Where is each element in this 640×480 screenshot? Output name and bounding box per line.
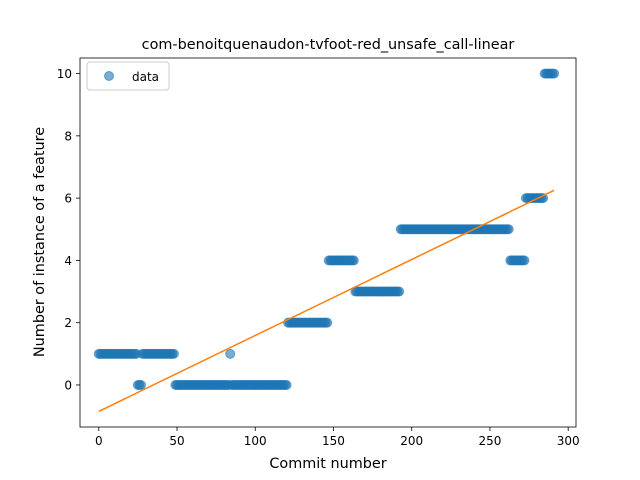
legend-label: data	[132, 70, 159, 84]
y-tick-label: 0	[64, 378, 72, 392]
y-axis-label: Number of instance of a feature	[32, 127, 48, 357]
y-tick-label: 6	[64, 192, 72, 206]
y-tick-label: 8	[64, 129, 72, 143]
chart-title: com-benoitquenaudon-tvfoot-red_unsafe_ca…	[142, 37, 515, 53]
x-tick-label: 150	[322, 434, 345, 448]
data-point	[549, 68, 560, 79]
x-tick-label: 0	[95, 434, 103, 448]
x-tick-label: 200	[400, 434, 423, 448]
x-tick-label: 300	[557, 434, 580, 448]
data-point	[348, 255, 359, 266]
legend-box	[86, 61, 170, 91]
y-tick-label: 4	[64, 254, 72, 268]
data-point	[281, 379, 292, 390]
data-point	[503, 224, 514, 235]
axes-frame	[79, 57, 577, 428]
fit-line	[98, 189, 555, 413]
data-point	[136, 379, 147, 390]
legend: data	[86, 61, 170, 91]
y-tick-label: 10	[57, 67, 72, 81]
x-tick-label: 250	[478, 434, 501, 448]
data-point	[394, 286, 405, 297]
x-axis-label: Commit number	[269, 456, 386, 472]
x-tick-label: 50	[169, 434, 184, 448]
x-tick-label: 100	[244, 434, 267, 448]
legend-marker	[104, 71, 114, 81]
data-point	[225, 348, 236, 359]
data-point	[168, 348, 179, 359]
plot-area: 0 50 100 150 200 250 300 0 2 4 6 8 10	[57, 57, 580, 448]
y-tick-label: 2	[64, 316, 72, 330]
data-point	[519, 255, 530, 266]
data-point	[322, 317, 333, 328]
